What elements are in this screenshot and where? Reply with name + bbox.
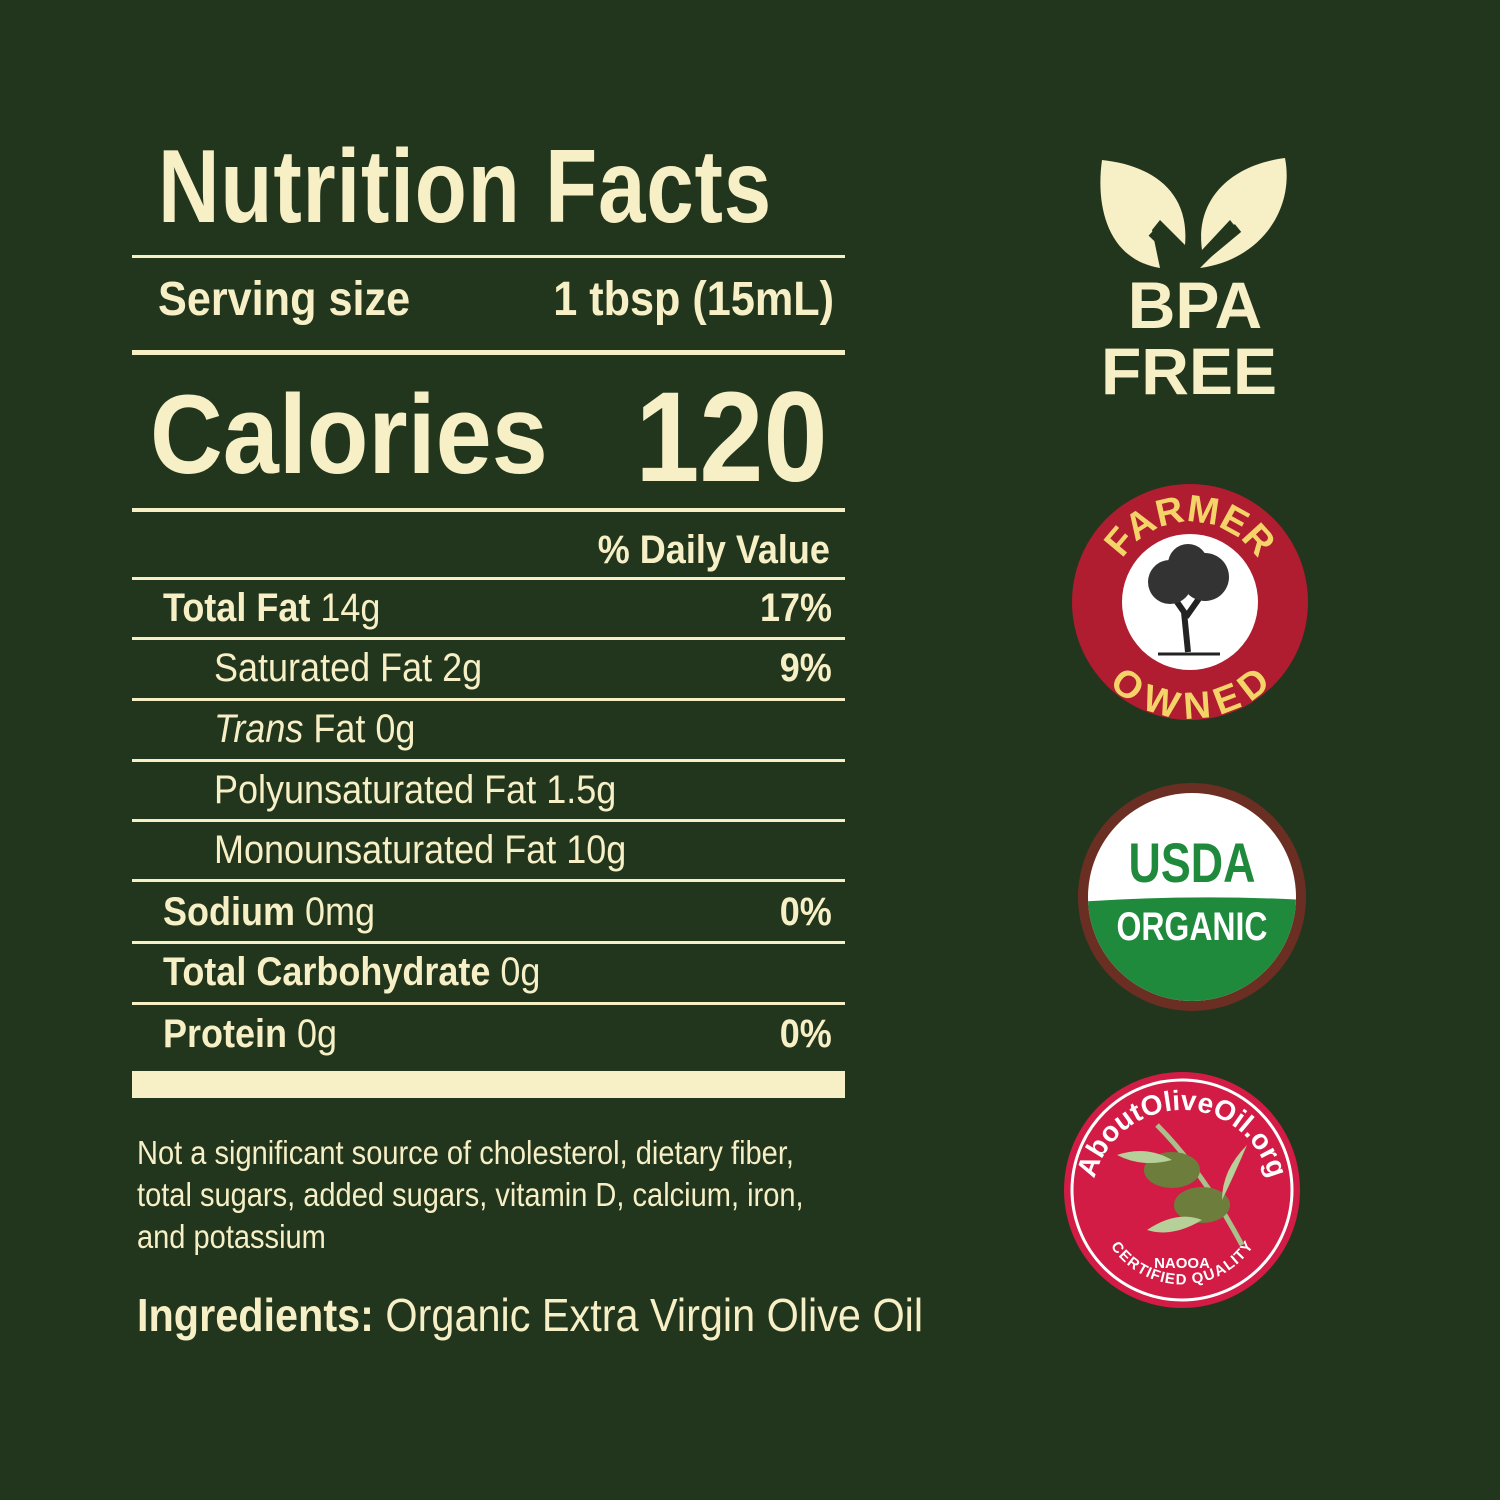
divider — [132, 1002, 845, 1005]
nutrient-name: Fat — [313, 707, 366, 751]
nutrient-name: Total Fat — [163, 586, 311, 630]
aboutoliveoil-badge: AboutOliveOil.org NAOOA CERTIFIED QUALIT… — [1064, 1072, 1300, 1308]
nutrient-row-total-carbohydrate: Total Carbohydrate 0g — [132, 944, 832, 1000]
divider — [132, 941, 845, 944]
bpa-free-badge: BPA FREE — [1090, 150, 1300, 410]
nutrient-row-protein: Protein 0g 0% — [132, 1006, 832, 1062]
divider — [132, 637, 845, 640]
nutrient-amount: 0mg — [305, 890, 376, 934]
olive-tree-icon — [1148, 544, 1229, 656]
nutrient-row-monounsaturated-fat: Monounsaturated Fat 10g — [132, 822, 832, 878]
divider — [132, 350, 845, 355]
divider — [132, 698, 845, 701]
nutrient-dv: 9% — [779, 646, 832, 690]
olive-branch-icon — [1117, 1123, 1247, 1247]
nutrient-name: Total Carbohydrate — [163, 950, 491, 994]
nutrient-name: Polyunsaturated Fat — [214, 768, 537, 812]
nutrient-amount: 0g — [297, 1012, 338, 1056]
calories-value: 120 — [635, 366, 828, 509]
nutrient-row-sodium: Sodium 0mg 0% — [132, 884, 832, 940]
daily-value-header: % Daily Value — [597, 528, 830, 572]
nutrient-name: Monounsaturated Fat — [214, 828, 557, 872]
divider — [132, 879, 845, 882]
nutrient-name: Trans — [214, 707, 304, 751]
divider — [132, 759, 845, 762]
ingredients-value: Organic Extra Virgin Olive Oil — [385, 1289, 924, 1341]
divider — [132, 255, 845, 258]
nutrient-dv: 0% — [779, 890, 832, 934]
usda-text: USDA — [1129, 831, 1256, 894]
nutrient-name: Protein — [163, 1012, 288, 1056]
nutrient-amount: 0g — [375, 707, 416, 751]
nutrient-row-total-fat: Total Fat 14g 17% — [132, 580, 832, 636]
bpa-text: BPA — [1127, 268, 1263, 342]
nutrient-amount: 1.5g — [546, 768, 617, 812]
nutrient-name: Saturated Fat — [214, 646, 433, 690]
serving-size-value: 1 tbsp (15mL) — [553, 273, 834, 326]
nutrient-amount: 0g — [500, 950, 541, 994]
nutrient-amount: 2g — [442, 646, 483, 690]
nutrient-name: Sodium — [163, 890, 296, 934]
organic-text: ORGANIC — [1116, 904, 1267, 949]
nutrient-row-saturated-fat: Saturated Fat 2g 9% — [132, 640, 832, 696]
nutrient-row-trans-fat: Trans Fat 0g — [132, 701, 832, 757]
farmer-owned-badge: FARMER OWNED — [1072, 484, 1308, 722]
divider — [132, 508, 845, 512]
free-text: FREE — [1100, 334, 1278, 408]
page-title: Nutrition Facts — [158, 129, 773, 245]
thick-bar — [132, 1071, 845, 1098]
ingredients: Ingredients: Organic Extra Virgin Olive … — [137, 1288, 923, 1342]
usda-organic-badge: USDA ORGANIC — [1078, 783, 1306, 1011]
nutrient-row-polyunsaturated-fat: Polyunsaturated Fat 1.5g — [132, 762, 832, 818]
nutrient-dv: 17% — [759, 586, 832, 630]
divider — [132, 819, 845, 822]
divider — [132, 577, 845, 580]
leaves-icon — [1100, 158, 1287, 275]
nutrient-amount: 10g — [566, 828, 627, 872]
naooa-text: NAOOA — [1154, 1255, 1210, 1272]
ingredients-label: Ingredients: — [137, 1289, 374, 1341]
serving-size-label: Serving size — [158, 273, 411, 326]
footnote: Not a significant source of cholesterol,… — [137, 1134, 804, 1255]
nutrient-dv: 0% — [779, 1012, 832, 1056]
calories-label: Calories — [150, 372, 548, 497]
nutrient-amount: 14g — [320, 586, 381, 630]
